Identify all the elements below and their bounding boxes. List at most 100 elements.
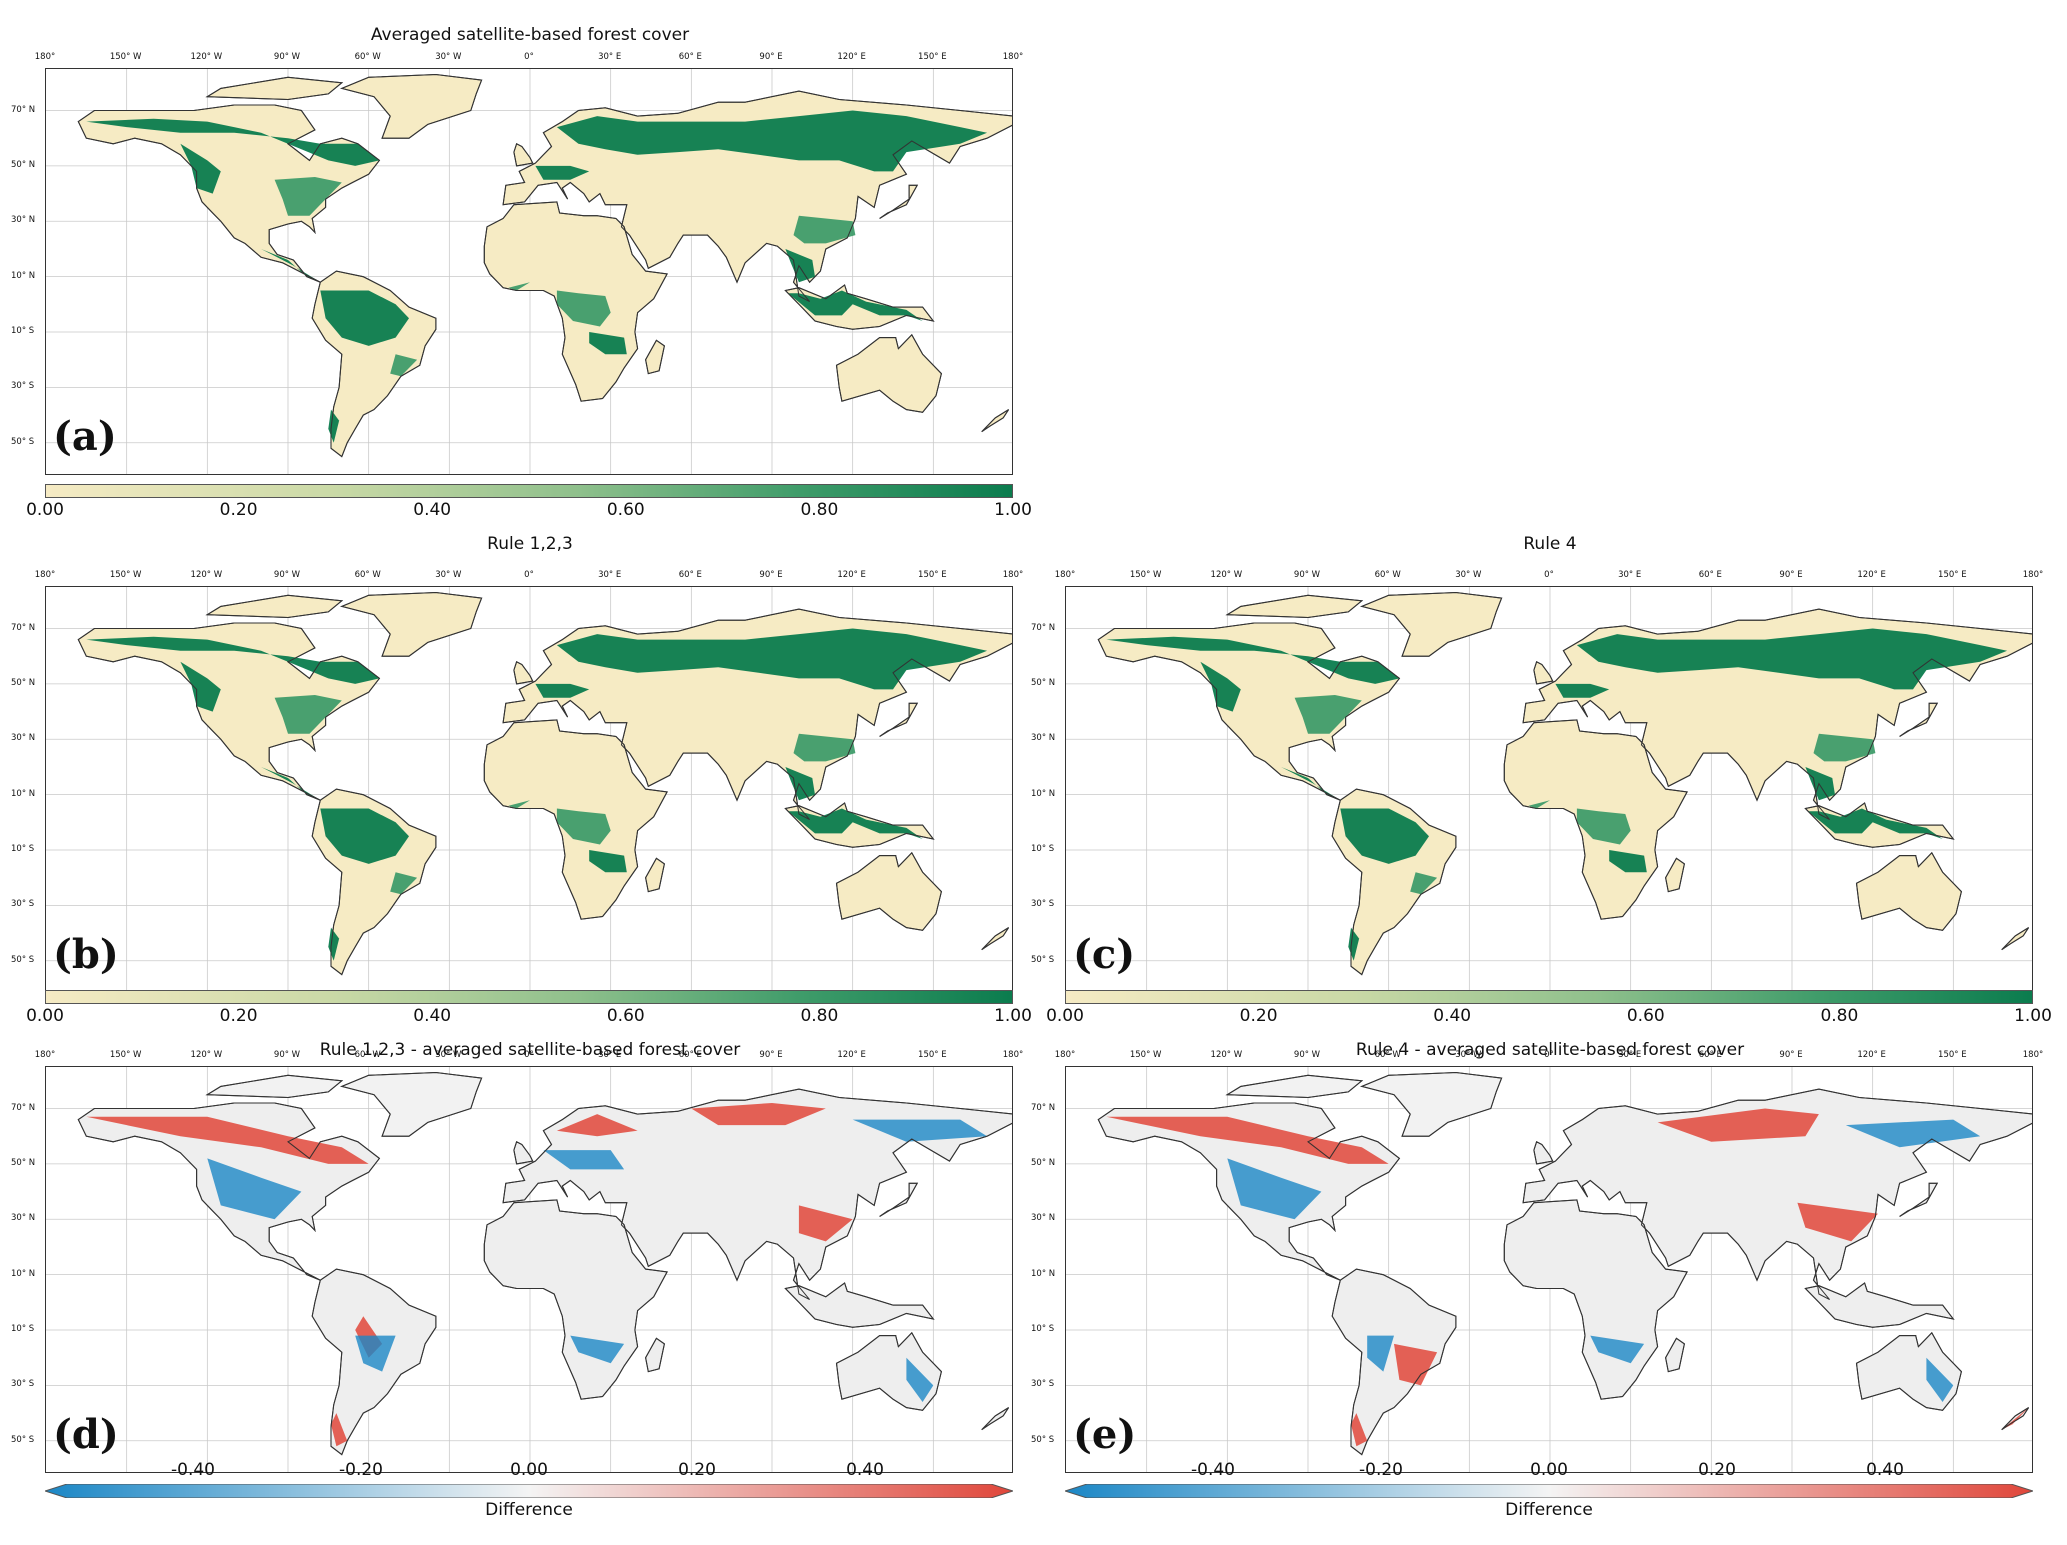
colorbar-label: Difference bbox=[1505, 1500, 1593, 1520]
lon-tick-label: 30° W bbox=[435, 570, 462, 580]
forest-region bbox=[1576, 628, 2008, 690]
colorbar-tick-label: 0.40 bbox=[1866, 1460, 1904, 1480]
lat-tick-label: 10° S bbox=[1031, 844, 1055, 855]
coastline bbox=[981, 409, 1010, 433]
lat-tick-label: 30° S bbox=[11, 899, 35, 910]
coastline bbox=[311, 1268, 437, 1456]
colorbar-tick-label: 0.40 bbox=[413, 1006, 452, 1026]
forest-region bbox=[1200, 661, 1241, 712]
colorbar-gradient bbox=[43, 1483, 1015, 1499]
coastline bbox=[340, 73, 483, 139]
panel-title: Rule 4 - averaged satellite-based forest… bbox=[1355, 1040, 1745, 1060]
lat-tick-label: 50° S bbox=[11, 1434, 35, 1445]
forest-region bbox=[785, 249, 815, 283]
lon-tick-label: 90° E bbox=[759, 52, 783, 62]
lon-tick-label: 120° E bbox=[837, 570, 866, 580]
lon-tick-label: 150° E bbox=[918, 52, 947, 62]
forest-region bbox=[556, 628, 988, 690]
lon-tick-label: 0° bbox=[1544, 1050, 1554, 1060]
land-greenland bbox=[340, 73, 483, 139]
lon-tick-label: 30° E bbox=[598, 1050, 622, 1060]
map-canvas bbox=[46, 587, 1012, 992]
forest-region bbox=[788, 808, 923, 839]
negative-difference-region bbox=[1367, 1335, 1394, 1372]
lon-tick-label: 60° W bbox=[354, 1050, 381, 1060]
forest-region bbox=[86, 636, 380, 684]
coastline bbox=[502, 1088, 1012, 1301]
coastline bbox=[502, 608, 1012, 821]
panel-title: Rule 1,2,3 - averaged satellite-based fo… bbox=[319, 1040, 741, 1060]
lat-tick-label: 10° N bbox=[11, 1268, 36, 1279]
land-japan bbox=[879, 702, 919, 737]
forest-region bbox=[274, 695, 342, 734]
land-greenland bbox=[340, 591, 483, 657]
land-japan bbox=[879, 184, 919, 219]
lon-tick-label: 150° E bbox=[1938, 1050, 1967, 1060]
forest-region bbox=[589, 850, 627, 873]
coastline bbox=[1522, 608, 2032, 821]
forest-region bbox=[1609, 850, 1647, 873]
negative-difference-region bbox=[1845, 1119, 1981, 1148]
coastline bbox=[311, 270, 437, 458]
forest-region bbox=[1294, 695, 1362, 734]
lon-tick-label: 180° bbox=[34, 52, 56, 62]
lon-tick-label: 60° W bbox=[354, 52, 381, 62]
panel-label: (c) bbox=[1073, 931, 1136, 978]
land-australia bbox=[835, 333, 943, 413]
forest-region bbox=[390, 872, 418, 895]
negative-difference-region bbox=[207, 1158, 302, 1220]
lon-tick-label: 150° E bbox=[918, 570, 947, 580]
map-canvas bbox=[46, 69, 1012, 474]
colorbar-tick-label: 0.00 bbox=[1046, 1006, 1084, 1026]
forest-region bbox=[535, 683, 590, 698]
colorbar-tick-label: 0.60 bbox=[1626, 1006, 1665, 1026]
lon-tick-label: 180° bbox=[34, 570, 56, 580]
colorbar-tick-label: 0.20 bbox=[219, 500, 258, 520]
lat-tick-label: 50° N bbox=[11, 677, 36, 688]
coastline bbox=[513, 661, 534, 685]
lon-tick-label: 180° bbox=[1054, 570, 1076, 580]
lon-tick-label: 0° bbox=[524, 52, 534, 62]
lon-tick-label: 120° E bbox=[1857, 570, 1886, 580]
lon-tick-label: 120° E bbox=[837, 1050, 866, 1060]
lon-tick-label: 90° W bbox=[273, 52, 301, 62]
coastline bbox=[483, 719, 668, 920]
coastline bbox=[340, 591, 483, 657]
forest-region bbox=[508, 282, 530, 291]
coastline bbox=[1665, 1337, 1685, 1373]
colorbar-gradient bbox=[1063, 1483, 2035, 1499]
coastline bbox=[1331, 1268, 1457, 1456]
coastline bbox=[483, 201, 668, 402]
panel-label: (a) bbox=[53, 413, 117, 460]
forest-region bbox=[785, 767, 815, 801]
land-australia bbox=[1855, 851, 1963, 931]
negative-difference-region bbox=[1926, 1357, 1954, 1402]
lon-tick-label: 90° W bbox=[1293, 1050, 1321, 1060]
lon-tick-label: 150° W bbox=[109, 52, 142, 62]
coastline bbox=[1331, 788, 1457, 976]
lon-tick-label: 90° E bbox=[1779, 570, 1803, 580]
coastline bbox=[1533, 1141, 1554, 1165]
colorbar bbox=[1065, 990, 2033, 1004]
lon-tick-label: 180° bbox=[1002, 1050, 1024, 1060]
lon-tick-label: 30° W bbox=[435, 1050, 462, 1060]
positive-difference-region bbox=[1106, 1116, 1389, 1164]
coastline bbox=[879, 702, 919, 737]
lat-tick-label: 30° N bbox=[1031, 733, 1056, 744]
lon-tick-label: 0° bbox=[524, 1050, 534, 1060]
lat-tick-label: 50° S bbox=[11, 436, 35, 447]
land-japan bbox=[879, 1182, 919, 1217]
lon-tick-label: 150° E bbox=[918, 1050, 947, 1060]
negative-difference-region bbox=[1227, 1158, 1322, 1220]
lon-tick-label: 120° W bbox=[190, 570, 223, 580]
forest-region bbox=[556, 808, 611, 845]
coastline bbox=[2001, 927, 2030, 951]
lat-tick-label: 30° S bbox=[1031, 899, 1055, 910]
forest-region bbox=[1808, 808, 1943, 839]
colorbar-tick-label: 0.80 bbox=[1820, 1006, 1859, 1026]
forest-region bbox=[1340, 808, 1429, 864]
coastline bbox=[2001, 1407, 2030, 1431]
colorbar-tick-label: 0.00 bbox=[510, 1460, 548, 1480]
coastline bbox=[205, 594, 344, 619]
land-japan bbox=[1899, 1182, 1939, 1217]
